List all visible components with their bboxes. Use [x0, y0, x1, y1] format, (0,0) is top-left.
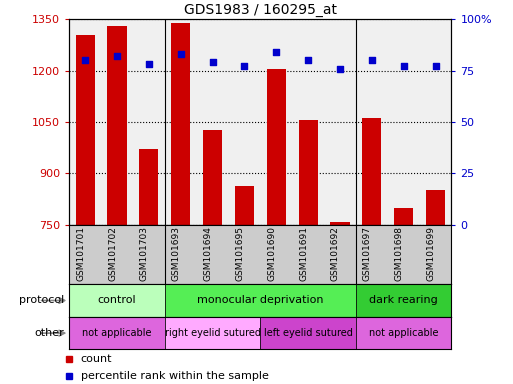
Point: [145, 61, 153, 68]
Bar: [267, 69, 286, 225]
Bar: [69, 284, 165, 317]
Text: GSM101690: GSM101690: [267, 226, 277, 281]
Text: right eyelid sutured: right eyelid sutured: [165, 328, 261, 338]
Text: GSM101695: GSM101695: [235, 226, 244, 281]
Text: GSM101694: GSM101694: [204, 226, 212, 281]
Point: [240, 63, 248, 70]
Point: [304, 57, 312, 63]
Text: GSM101699: GSM101699: [426, 226, 436, 281]
Bar: [171, 23, 190, 225]
Bar: [426, 190, 445, 225]
Point: [272, 49, 281, 55]
Bar: [356, 284, 451, 317]
Text: count: count: [81, 354, 112, 364]
Text: dark rearing: dark rearing: [369, 295, 438, 306]
Text: GSM101703: GSM101703: [140, 226, 149, 281]
Bar: [165, 317, 261, 349]
Text: GSM101691: GSM101691: [299, 226, 308, 281]
Text: GSM101702: GSM101702: [108, 226, 117, 281]
Text: percentile rank within the sample: percentile rank within the sample: [81, 371, 269, 381]
Point: [81, 57, 89, 63]
Bar: [330, 222, 349, 225]
Text: control: control: [97, 295, 136, 306]
Bar: [140, 149, 159, 225]
Text: not applicable: not applicable: [369, 328, 439, 338]
Point: [368, 57, 376, 63]
Bar: [235, 186, 254, 225]
Text: not applicable: not applicable: [82, 328, 152, 338]
Text: GSM101693: GSM101693: [172, 226, 181, 281]
Text: GSM101692: GSM101692: [331, 226, 340, 281]
Text: monocular deprivation: monocular deprivation: [197, 295, 324, 306]
Text: GSM101698: GSM101698: [394, 226, 404, 281]
Title: GDS1983 / 160295_at: GDS1983 / 160295_at: [184, 3, 337, 17]
Bar: [75, 35, 95, 225]
Bar: [362, 119, 381, 225]
Point: [336, 65, 344, 71]
Bar: [356, 317, 451, 349]
Point: [400, 63, 408, 70]
Text: protocol: protocol: [19, 295, 64, 306]
Point: [113, 53, 121, 59]
Bar: [203, 131, 222, 225]
Point: [176, 51, 185, 57]
Text: other: other: [34, 328, 64, 338]
Bar: [394, 207, 413, 225]
Text: left eyelid sutured: left eyelid sutured: [264, 328, 352, 338]
Point: [208, 59, 216, 65]
Bar: [69, 317, 165, 349]
Point: [431, 63, 440, 70]
Text: GSM101697: GSM101697: [363, 226, 372, 281]
Bar: [299, 120, 318, 225]
Bar: [165, 284, 356, 317]
Bar: [108, 26, 127, 225]
Bar: [261, 317, 356, 349]
Text: GSM101701: GSM101701: [76, 226, 85, 281]
